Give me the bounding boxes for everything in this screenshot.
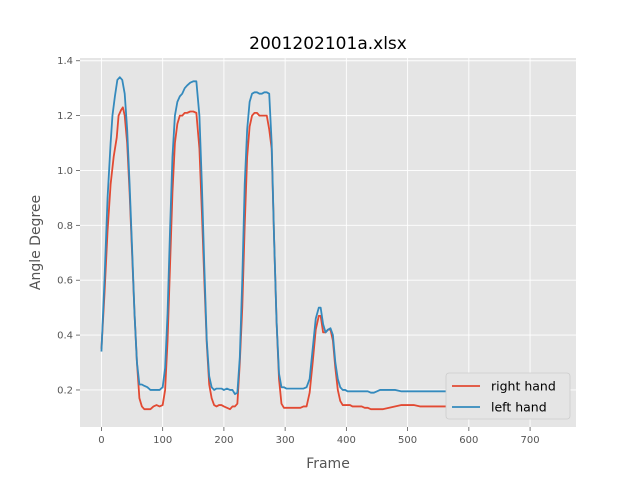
x-tick-label: 700 [521, 435, 540, 446]
y-tick-label: 1.0 [57, 166, 73, 177]
y-tick-label: 1.2 [57, 111, 73, 122]
y-tick-label: 0.2 [57, 385, 73, 396]
y-axis-ticks: 0.2 0.4 0.6 0.8 1.0 1.2 1.4 [57, 56, 80, 396]
chart-title: 2001202101a.xlsx [249, 34, 407, 54]
plot-area [80, 58, 576, 427]
y-tick-label: 0.4 [57, 331, 73, 342]
x-tick-label: 200 [214, 435, 233, 446]
legend-label-left-hand: left hand [491, 400, 547, 415]
y-axis-label: Angle Degree [28, 195, 44, 290]
legend: right hand left hand [445, 372, 571, 420]
legend-label-right-hand: right hand [491, 379, 556, 394]
series-line-left-hand [100, 76, 463, 395]
x-axis-label: Frame [306, 456, 350, 472]
y-tick-label: 0.8 [57, 221, 73, 232]
x-tick-label: 500 [398, 435, 417, 446]
y-tick-label: 1.4 [57, 56, 73, 67]
x-tick-label: 400 [337, 435, 356, 446]
x-axis-ticks: 0 100 200 300 400 500 600 700 [98, 427, 540, 446]
series-lines [100, 76, 463, 411]
grid-lines [80, 58, 576, 427]
x-tick-label: 600 [459, 435, 478, 446]
x-tick-label: 300 [276, 435, 295, 446]
series-line-right-hand [100, 106, 463, 411]
x-tick-label: 100 [153, 435, 172, 446]
x-tick-label: 0 [98, 435, 104, 446]
y-tick-label: 0.6 [57, 276, 73, 287]
